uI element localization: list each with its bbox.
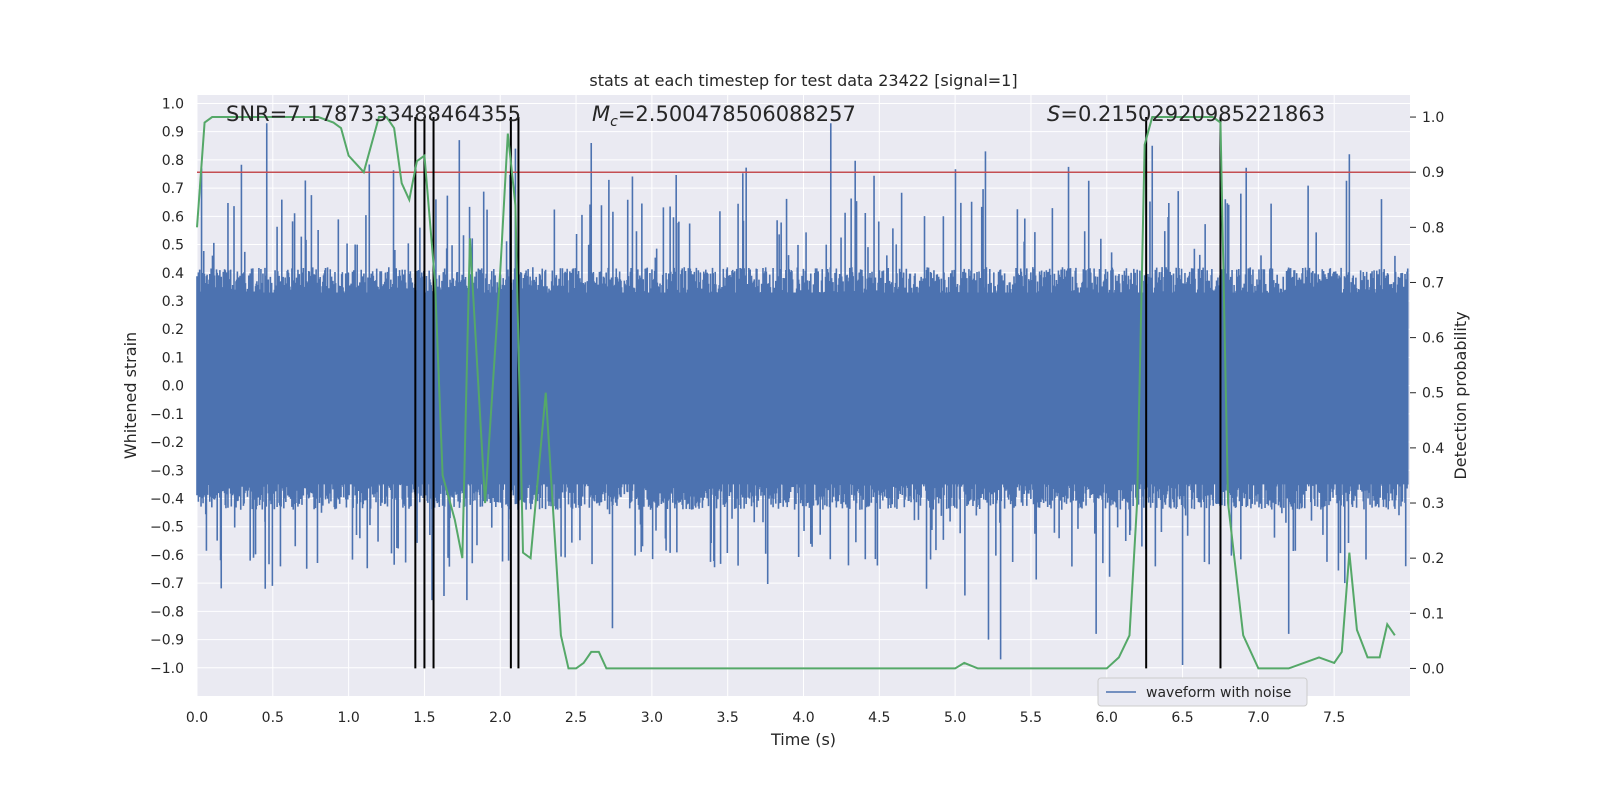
y-tick-label: −0.4	[150, 491, 184, 507]
x-tick-label: 4.5	[868, 710, 890, 726]
y-tick-label: 0.2	[162, 322, 184, 338]
y-tick-label: 1.0	[162, 96, 184, 112]
y2-tick-label: 1.0	[1422, 110, 1444, 126]
y-tick-label: −1.0	[150, 661, 184, 677]
y-tick-label: 0.4	[162, 266, 184, 282]
x-tick-labels: 0.0 0.5 1.0 1.5 2.0 2.5 3.0 3.5 4.0 4.5 5.0 5.5 6.0 6…	[186, 710, 1345, 726]
y-tick-label: −0.2	[150, 435, 184, 451]
y2-tick-label: 0.5	[1422, 386, 1444, 402]
y-tick-label: 0.9	[162, 125, 184, 141]
y2-axis-label: Detection probability	[1451, 311, 1470, 479]
x-tick-label: 3.5	[717, 710, 739, 726]
legend-label-waveform: waveform with noise	[1146, 685, 1291, 701]
x-tick-label: 7.5	[1323, 710, 1345, 726]
x-tick-label: 0.0	[186, 710, 208, 726]
waveform-series	[196, 123, 1409, 665]
y2-tick-label: 0.7	[1422, 275, 1444, 291]
x-tick-label: 2.5	[565, 710, 587, 726]
x-axis-label: Time (s)	[770, 730, 836, 749]
x-tick-label: 6.5	[1171, 710, 1193, 726]
x-tick-label: 3.0	[641, 710, 663, 726]
y-tick-label: −0.5	[150, 520, 184, 536]
y-tick-label: 0.7	[162, 181, 184, 197]
x-tick-label: 6.0	[1096, 710, 1118, 726]
y-tick-label: −0.6	[150, 548, 184, 564]
chart-title: stats at each timestep for test data 234…	[589, 71, 1017, 90]
y2-tick-labels: 1.0 0.9 0.8 0.7 0.6 0.5 0.4 0.3 0.2 0.1 0.0	[1410, 110, 1444, 677]
legend: waveform with noise	[1097, 677, 1308, 707]
y2-tick-label: 0.4	[1422, 441, 1444, 457]
y-tick-label: 0.5	[162, 238, 184, 254]
x-tick-label: 4.0	[792, 710, 814, 726]
y-tick-label: −0.3	[150, 463, 184, 479]
y2-tick-label: 0.9	[1422, 165, 1444, 181]
y2-tick-label: 0.1	[1422, 606, 1444, 622]
y-tick-label: 0.1	[162, 350, 184, 366]
x-tick-label: 5.5	[1020, 710, 1042, 726]
y-tick-label: 0.3	[162, 294, 184, 310]
chirp-mass-annotation: Mc=2.500478506088257	[592, 102, 856, 130]
snr-annotation: SNR=7.1787333488464355	[226, 102, 521, 126]
y2-tick-label: 0.2	[1422, 551, 1444, 567]
y-tick-label: 0.8	[162, 153, 184, 169]
y2-tick-label: 0.0	[1422, 661, 1444, 677]
y-tick-label: 0.6	[162, 209, 184, 225]
y-tick-label: −0.8	[150, 604, 184, 620]
vertical-markers	[414, 117, 1222, 669]
y-tick-labels: 1.0 0.9 0.8 0.7 0.6 0.5 0.4 0.3 0.2 0.1 0.0 −0.1 −0.…	[150, 96, 184, 676]
x-tick-label: 5.0	[944, 710, 966, 726]
x-tick-label: 1.5	[413, 710, 435, 726]
legend-box	[1097, 677, 1308, 707]
probability-line	[196, 116, 1396, 670]
y-tick-label: −0.1	[150, 407, 184, 423]
y2-tick-label: 0.8	[1422, 220, 1444, 236]
waveform-core-band	[197, 292, 1408, 485]
probability-series	[196, 116, 1396, 670]
y-tick-label: −0.7	[150, 576, 184, 592]
y-tick-label: −0.9	[150, 633, 184, 649]
x-tick-label: 2.0	[489, 710, 511, 726]
y-axis-label: Whitened strain	[121, 332, 140, 459]
x-tick-label: 7.0	[1247, 710, 1269, 726]
y2-tick-label: 0.6	[1422, 331, 1444, 347]
s-annotation: S=0.21502920985221863	[1047, 102, 1325, 126]
x-tick-label: 1.0	[337, 710, 359, 726]
x-tick-label: 0.5	[262, 710, 284, 726]
y2-tick-label: 0.3	[1422, 496, 1444, 512]
y-tick-label: 0.0	[162, 379, 184, 395]
